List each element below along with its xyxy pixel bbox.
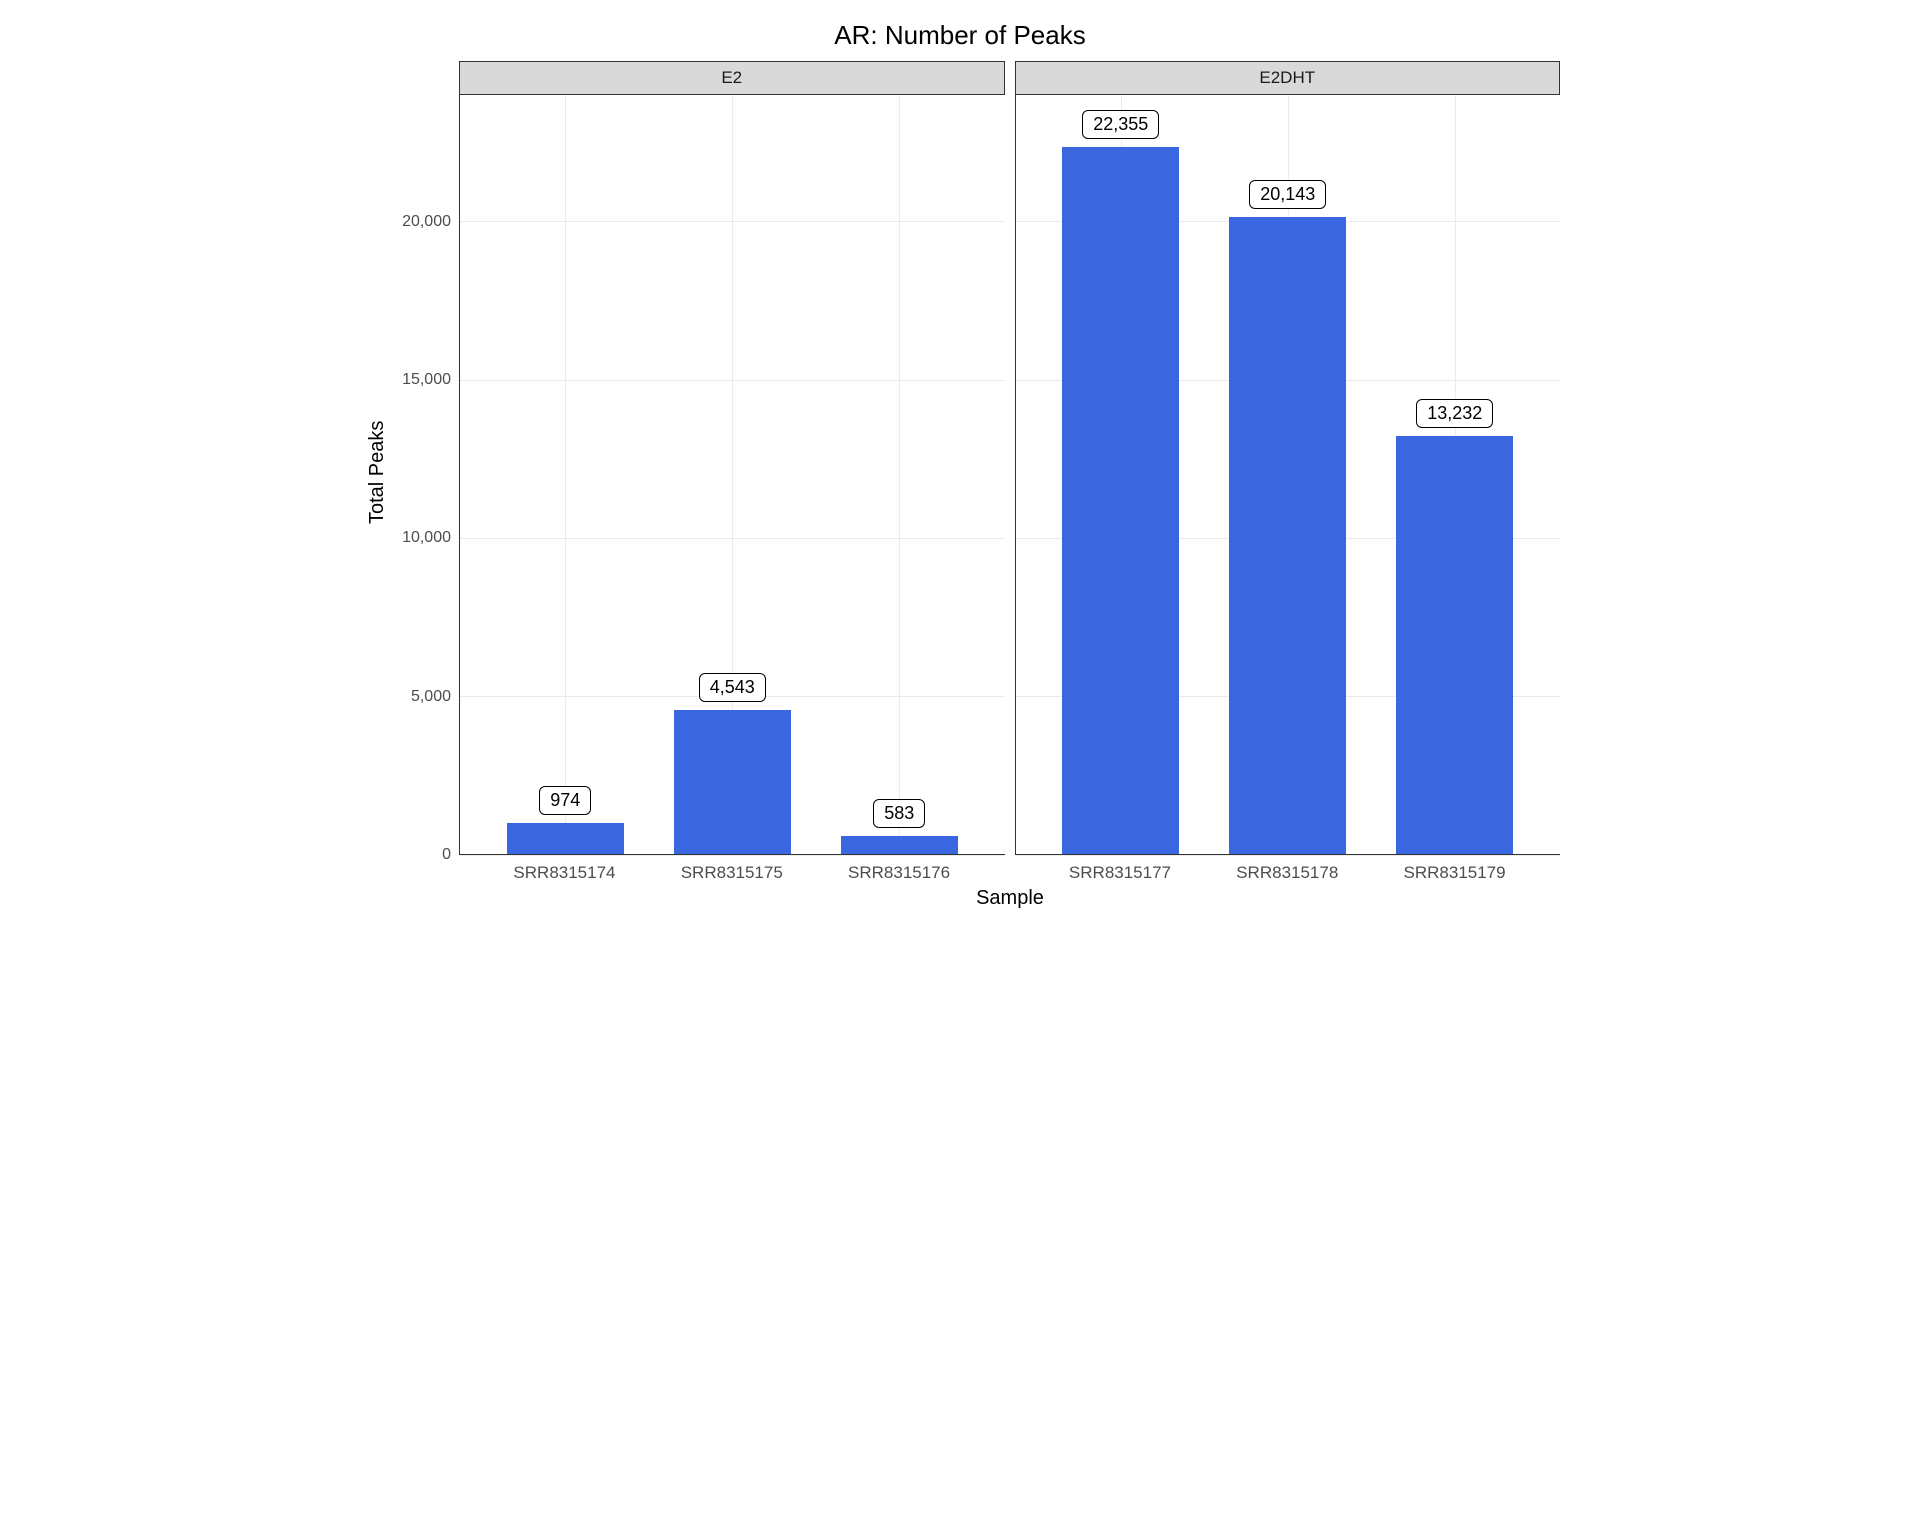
- x-tick: SRR8315178: [1204, 863, 1371, 883]
- facet-panels: E29744,543583SRR8315174SRR8315175SRR8315…: [459, 61, 1560, 883]
- x-axis-ticks: SRR8315177SRR8315178SRR8315179: [1015, 855, 1561, 883]
- bar-value-label: 22,355: [1082, 110, 1159, 139]
- bar: [1396, 436, 1513, 854]
- bar: [507, 823, 624, 854]
- x-axis-ticks: SRR8315174SRR8315175SRR8315176: [459, 855, 1005, 883]
- bar-value-label: 974: [539, 786, 591, 815]
- x-tick: SRR8315179: [1371, 863, 1538, 883]
- bar-value-label: 4,543: [699, 673, 766, 702]
- x-tick: SRR8315175: [648, 863, 815, 883]
- bars-container: 974 4,543 583: [460, 95, 1005, 854]
- facet-panel: E2DHT22,35520,14313,232SRR8315177SRR8315…: [1015, 61, 1561, 883]
- bar-group: 583: [816, 95, 983, 854]
- facet-panel: E2 974 4,543 583 SRR8315174SRR8315175SRR8315…: [459, 61, 1005, 883]
- x-tick: SRR8315177: [1036, 863, 1203, 883]
- facet-strip-label: E2DHT: [1015, 61, 1561, 95]
- x-tick: SRR8315176: [815, 863, 982, 883]
- chart-container: AR: Number of Peaks Total Peaks 20,00015…: [360, 20, 1560, 910]
- plot-area: 22,355 20,143 13,232: [1015, 95, 1561, 855]
- bar: [674, 710, 791, 854]
- bar: [1062, 147, 1179, 854]
- bar-value-label: 583: [873, 799, 925, 828]
- bar-group: 20,143: [1204, 95, 1371, 854]
- y-axis-label: Total Peaks: [360, 61, 389, 883]
- x-axis-label: Sample: [460, 887, 1560, 910]
- y-axis-ticks: 20,00015,00010,0005,0000: [389, 95, 459, 855]
- x-tick: SRR8315174: [481, 863, 648, 883]
- facet-strip-label: E2: [459, 61, 1005, 95]
- bar-group: 974: [482, 95, 649, 854]
- chart-title: AR: Number of Peaks: [360, 20, 1560, 51]
- plot-area: 974 4,543 583: [459, 95, 1005, 855]
- bar-value-label: 13,232: [1416, 399, 1493, 428]
- plot-row: Total Peaks 20,00015,00010,0005,0000 E29…: [360, 61, 1560, 883]
- bar-group: 22,355: [1037, 95, 1204, 854]
- bar: [1229, 217, 1346, 854]
- bar-group: 4,543: [649, 95, 816, 854]
- bar-value-label: 20,143: [1249, 180, 1326, 209]
- gridline-h: [1016, 855, 1561, 856]
- bar: [841, 836, 958, 854]
- gridline-h: [460, 855, 1005, 856]
- bars-container: 22,355 20,143 13,232: [1016, 95, 1561, 854]
- bar-group: 13,232: [1371, 95, 1538, 854]
